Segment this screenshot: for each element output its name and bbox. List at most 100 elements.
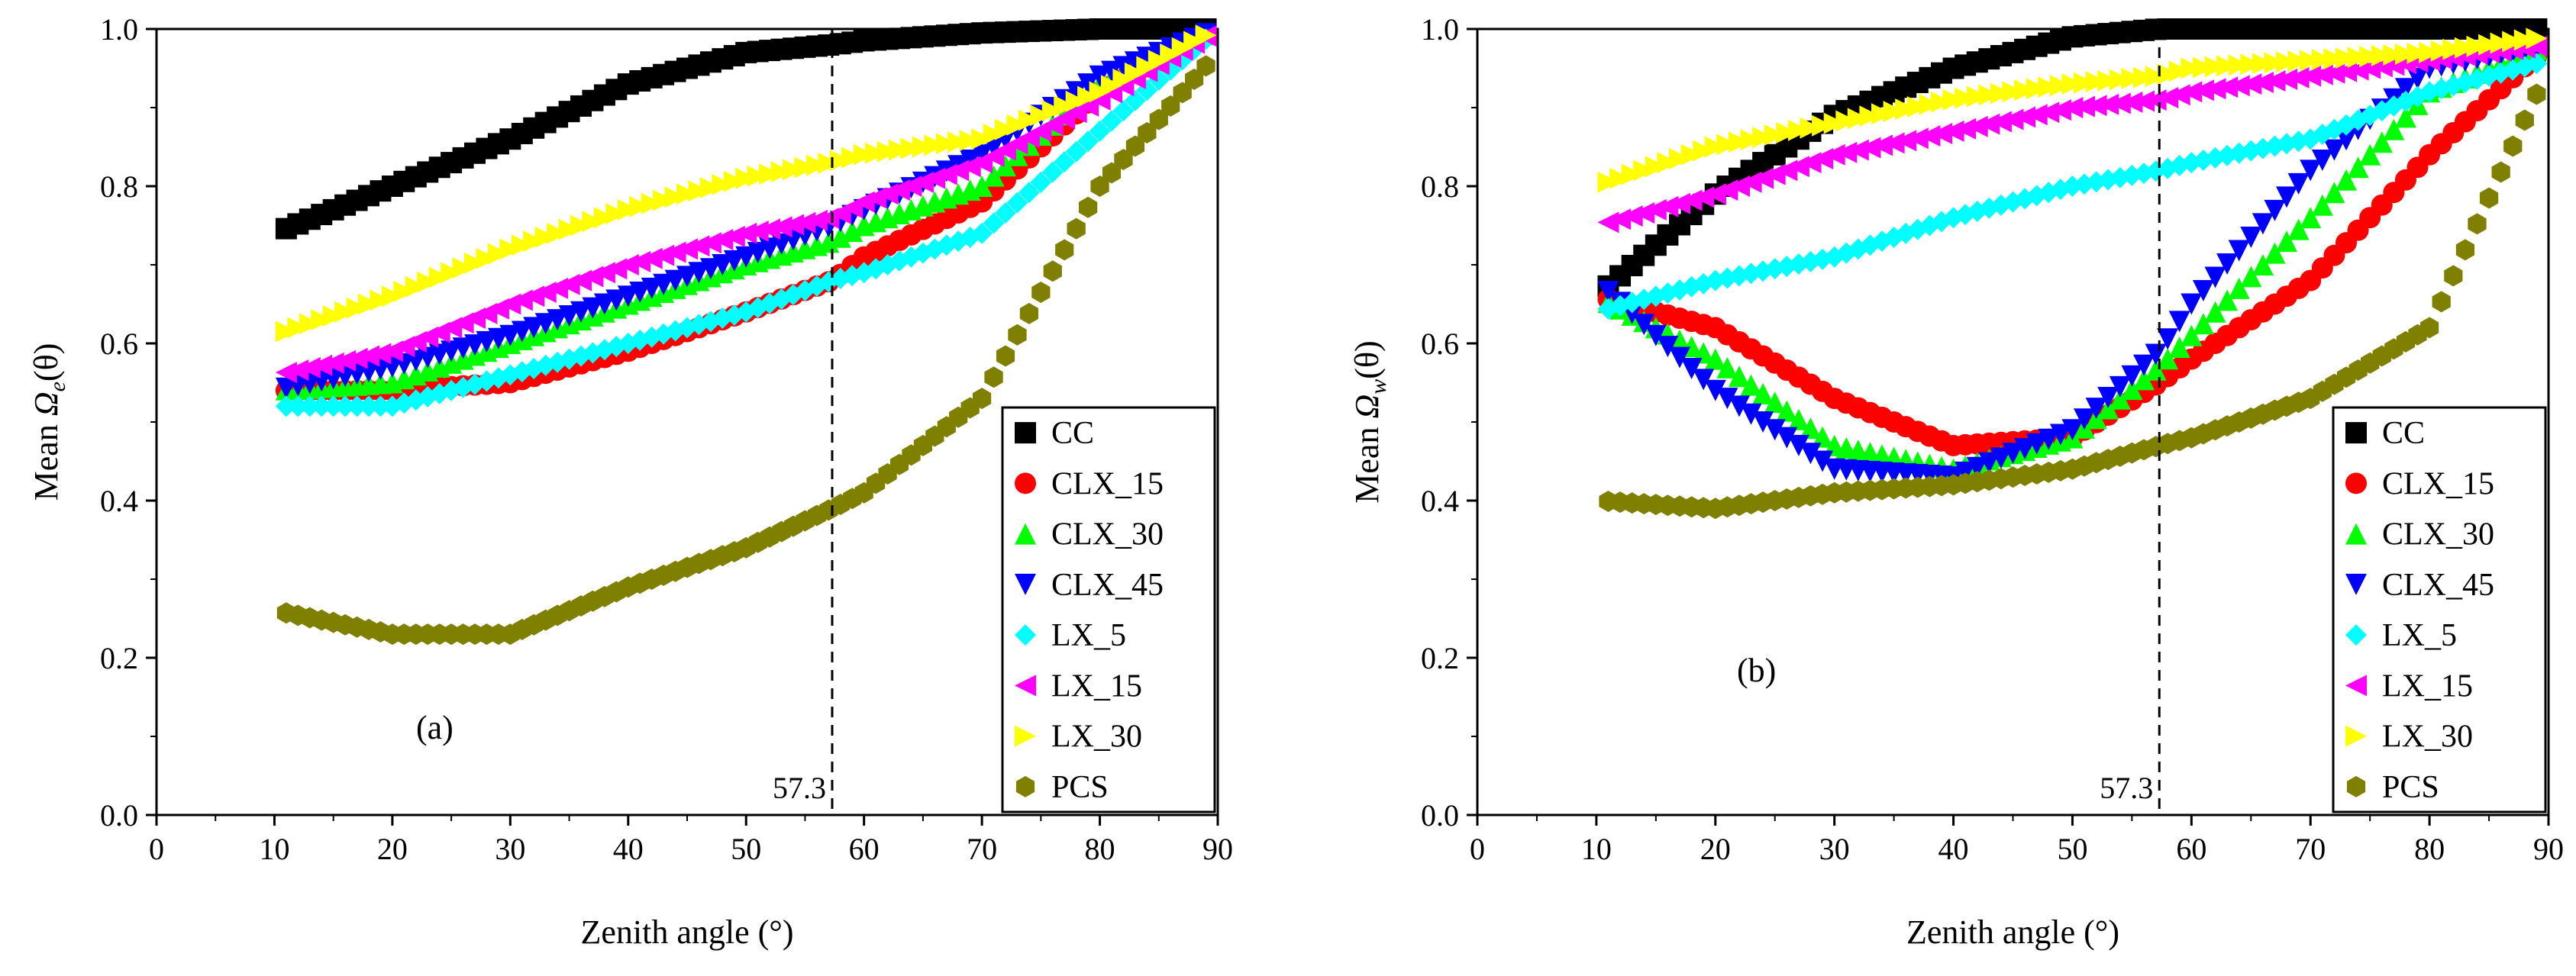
legend-label: LX_5 — [1051, 618, 1126, 653]
series-LX_5 — [275, 28, 1217, 417]
y-tick-label: 0.0 — [1421, 798, 1459, 833]
data-point — [1942, 89, 1964, 111]
data-point — [2454, 37, 2476, 59]
data-point — [299, 395, 321, 417]
data-point — [1859, 105, 1881, 127]
data-point — [1006, 114, 1028, 136]
y-tick-label: 1.0 — [100, 12, 138, 47]
y-axis-title: Mean Ωe(θ) — [27, 343, 70, 501]
data-point — [2455, 239, 2474, 261]
data-point — [1077, 85, 1099, 108]
data-point — [688, 180, 710, 202]
data-point — [2026, 433, 2048, 455]
data-point — [2419, 41, 2441, 63]
data-point — [2192, 56, 2214, 79]
data-point — [1090, 176, 1109, 197]
data-point — [1919, 93, 1941, 115]
data-point — [2383, 118, 2405, 140]
data-point — [995, 155, 1016, 177]
data-point — [924, 134, 946, 156]
data-point — [1054, 151, 1076, 173]
data-point — [2252, 53, 2274, 75]
data-point — [2085, 398, 2107, 420]
data-point — [1597, 281, 1619, 302]
data-point — [275, 395, 297, 417]
data-point — [1597, 211, 1619, 234]
data-point — [499, 324, 521, 346]
data-point — [1065, 140, 1087, 163]
data-point — [617, 198, 639, 221]
data-point — [1645, 156, 1667, 178]
data-point — [2181, 324, 2203, 346]
series-LX_30 — [275, 24, 1217, 343]
panel-a: 0 10 20 30 40 50 60 70 80 90 0.0 0.2 0.4 0.6 0.8 1.0 Zen… — [27, 12, 1233, 951]
data-point — [1124, 89, 1146, 111]
data-point — [2074, 72, 2095, 94]
data-point — [1729, 366, 1750, 388]
data-point — [2133, 66, 2155, 89]
data-point — [275, 362, 297, 384]
x-tick-label: 70 — [967, 832, 997, 866]
data-point — [2371, 45, 2393, 66]
data-point — [2097, 69, 2119, 92]
data-point — [2216, 253, 2239, 275]
data-point — [1657, 336, 1679, 358]
legend-marker — [1015, 523, 1036, 545]
data-point — [984, 366, 1003, 388]
data-point — [464, 334, 486, 356]
data-point — [617, 285, 639, 308]
data-point — [653, 189, 675, 211]
data-point — [1669, 346, 1690, 369]
data-point — [334, 395, 357, 417]
legend: CC CLX_15 CLX_30 CLX_45 LX_5 LX_15 LX_30 PCS — [1001, 406, 1216, 813]
data-point — [1621, 205, 1643, 227]
x-tick-label: 20 — [1700, 832, 1731, 866]
x-tick-label: 80 — [2414, 832, 2445, 866]
data-point — [2216, 76, 2239, 98]
data-point — [805, 209, 828, 231]
data-point — [1847, 139, 1869, 161]
data-point — [2061, 419, 2084, 441]
data-point — [794, 211, 816, 234]
x-tick-label: 0 — [149, 832, 164, 866]
data-point — [511, 321, 533, 343]
data-point — [1136, 56, 1158, 78]
data-point — [2336, 169, 2357, 191]
data-point — [2311, 194, 2333, 216]
series-LX_5 — [1597, 53, 2548, 320]
data-point — [2002, 108, 2024, 130]
data-point — [2204, 266, 2226, 288]
data-point — [311, 354, 333, 376]
data-point — [1800, 117, 1822, 139]
data-point — [417, 346, 439, 369]
data-point — [2420, 317, 2439, 339]
data-point — [2168, 84, 2190, 106]
data-point — [2216, 289, 2239, 311]
y-tick-label: 0.4 — [100, 484, 138, 518]
data-point — [2515, 109, 2534, 131]
data-point — [2442, 38, 2465, 60]
data-point — [1823, 143, 1845, 166]
data-point — [417, 271, 439, 293]
data-point — [2157, 328, 2179, 350]
data-point — [1955, 87, 1977, 109]
legend-marker — [2345, 675, 2367, 697]
data-point — [876, 140, 899, 163]
data-point — [1669, 329, 1690, 351]
data-point — [2264, 242, 2286, 264]
series-LX_30 — [1597, 27, 2548, 193]
data-point — [735, 167, 757, 189]
data-point — [723, 170, 745, 192]
data-point — [2287, 66, 2310, 89]
data-point — [794, 156, 816, 179]
data-point — [971, 176, 993, 197]
data-point — [629, 195, 651, 217]
data-point — [2145, 66, 2167, 88]
data-point — [2157, 348, 2179, 370]
data-point — [311, 395, 333, 417]
data-point — [476, 247, 498, 269]
data-point — [1919, 125, 1941, 147]
data-point — [912, 136, 934, 158]
data-point — [2252, 72, 2274, 93]
data-point — [2014, 79, 2036, 101]
